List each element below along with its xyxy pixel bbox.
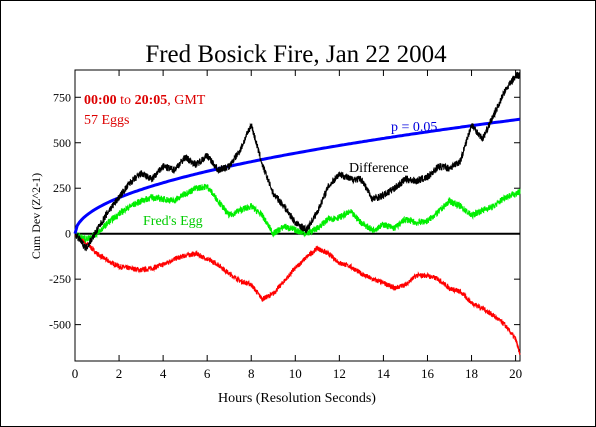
plot-area	[74, 69, 521, 362]
x-tick-label: 20	[509, 366, 522, 381]
time-zone: , GMT	[167, 93, 206, 108]
y-axis-label: Cum Dev (Z^2-1)	[29, 173, 43, 259]
time-range-annotation: 00:00 to 20:05, GMT	[84, 93, 206, 108]
difference-label: Difference	[349, 161, 409, 176]
time-start: 00:00	[84, 93, 117, 108]
y-tick-label: 500	[53, 136, 71, 150]
x-tick-label: 4	[160, 366, 167, 381]
series-eggs	[74, 232, 521, 355]
time-to: to	[117, 93, 135, 108]
x-tick-label: 8	[248, 366, 255, 381]
y-tick-label: 250	[53, 181, 71, 195]
series-fred	[74, 183, 521, 243]
y-tick-label: 750	[53, 90, 71, 104]
x-tick-label: 0	[72, 366, 79, 381]
y-tick-label: 0	[65, 227, 71, 241]
x-axis: 0 2 4 6 8 10 12 14 16 18 20	[72, 70, 522, 381]
x-tick-label: 16	[421, 366, 435, 381]
chart-title: Fred Bosick Fire, Jan 22 2004	[145, 41, 447, 68]
x-axis-label: Hours (Resolution Seconds)	[218, 391, 376, 406]
x-tick-label: 10	[289, 366, 302, 381]
x-tick-label: 14	[377, 366, 391, 381]
p-curve-label: p = 0.05	[391, 120, 437, 135]
x-tick-label: 6	[204, 366, 211, 381]
y-tick-label: -500	[49, 318, 71, 332]
series-layer	[73, 71, 521, 355]
p-curve	[73, 117, 521, 235]
x-tick-label: 18	[465, 366, 478, 381]
fred-egg-label: Fred's Egg	[143, 214, 203, 229]
time-end: 20:05	[135, 93, 168, 108]
x-tick-label: 2	[116, 366, 123, 381]
egg-count-annotation: 57 Eggs	[84, 113, 130, 128]
series-difference	[74, 71, 521, 252]
y-tick-label: -250	[49, 272, 71, 286]
x-tick-label: 12	[333, 366, 346, 381]
